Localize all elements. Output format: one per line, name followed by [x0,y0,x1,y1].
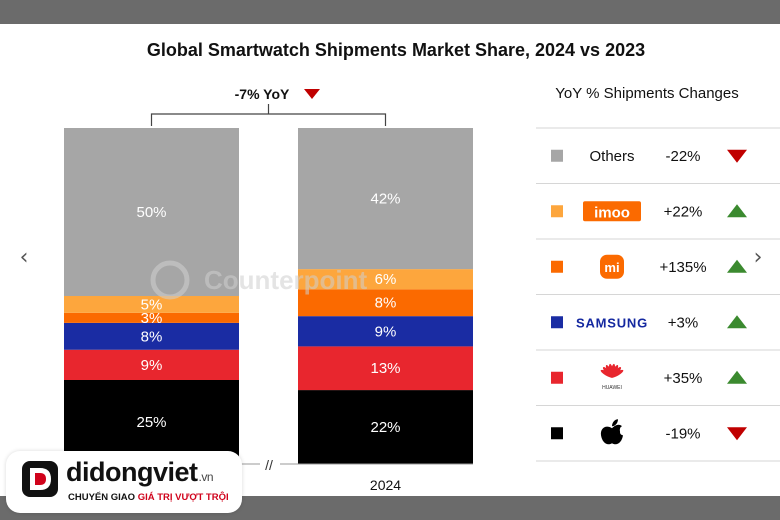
legend-change-others: -22% [665,148,700,165]
huawei-logo-icon [600,363,624,378]
watermark-logo-icon [150,260,190,300]
label-2023-apple: 25% [136,414,166,431]
label-2023-imoo: 5% [141,296,163,313]
legend-name-huawei: HUAWEI [602,385,622,391]
legend-title: YoY % Shipments Changes [555,85,738,102]
legend-name-others: Others [589,148,634,165]
top-frame-bar [0,0,780,24]
bar-2024-imoo[interactable] [298,269,473,290]
watermark-text: Counterpoint [204,265,368,295]
label-2023-huawei: 9% [141,357,163,374]
legend-name-samsung: SAMSUNG [576,315,648,330]
next-slide-arrow[interactable]: › [753,245,763,270]
legend-row-others[interactable]: Others -22% [536,148,780,184]
samsung-up-arrow-icon [727,315,747,329]
chart-title: Global Smartwatch Shipments Market Share… [147,40,645,60]
bar-2024-apple[interactable] [298,390,473,464]
legend-swatch-xiaomi [551,260,563,273]
legend-row-huawei[interactable]: HUAWEI +35% [536,363,780,406]
imoo-logo-icon [583,201,641,222]
imoo-up-arrow-icon [727,204,747,218]
legend-swatch-apple [551,427,563,440]
legend-change-apple: -19% [665,425,700,442]
bar-2024-others[interactable] [298,128,473,270]
legend-swatch-others [551,149,563,162]
bar-2024-huawei[interactable] [298,346,473,391]
yoy-down-icon [304,89,320,99]
legend-row-imoo[interactable]: imoo +22% [536,201,780,240]
label-2023-samsung: 8% [141,328,163,345]
bar-2023-others[interactable] [64,128,239,296]
bar-2024-samsung[interactable] [298,316,473,347]
label-2024-huawei: 13% [370,360,400,377]
others-down-arrow-icon [727,149,747,163]
bar-2023-imoo[interactable] [64,296,239,313]
apple-logo-icon [600,419,626,445]
legend-change-imoo: +22% [664,203,703,220]
apple-down-arrow-icon [727,427,747,441]
legend-name-xiaomi: mi [604,260,619,275]
legend: YoY % Shipments Changes Others -22% imoo +22… [536,85,780,462]
label-2023-xiaomi: 3% [141,310,163,327]
bar-2023-huawei[interactable] [64,349,239,380]
category-label-2024: 2024 [370,477,401,493]
legend-name-imoo: imoo [594,204,630,221]
axis-break-mark: // [265,457,273,473]
annotations: Global Smartwatch Shipments Market Share… [64,40,645,493]
legend-row-samsung[interactable]: SAMSUNG +3% [536,314,780,351]
legend-change-xiaomi: +135% [659,259,706,276]
watermark: Counterpoint [150,260,368,300]
legend-row-apple[interactable]: -19% [536,419,780,462]
label-2024-imoo: 6% [375,271,397,288]
brand-name: didongviet.vn [66,457,214,487]
legend-swatch-huawei [551,371,563,384]
label-2024-samsung: 9% [375,323,397,340]
label-2024-apple: 22% [370,419,400,436]
legend-swatch-imoo [551,205,563,218]
bar-2024-xiaomi[interactable] [298,289,473,317]
xiaomi-up-arrow-icon [727,259,747,273]
bar-2023-samsung[interactable] [64,322,239,350]
yoy-label: -7% YoY [235,86,290,102]
bars-group [64,128,473,464]
huawei-up-arrow-icon [727,370,747,384]
legend-row-xiaomi[interactable]: mi +135% [536,254,780,295]
brand-badge[interactable]: didongviet.vn CHUYỂN GIAO GIÁ TRỊ VƯỢT T… [6,451,242,513]
label-2024-others: 42% [370,191,400,208]
label-2024-xiaomi: 8% [375,295,397,312]
didongviet-logo-icon [22,461,58,497]
legend-change-samsung: +3% [668,314,698,331]
prev-slide-arrow[interactable]: ‹ [19,245,29,270]
chart-stage: Counterpoint 25% 9% 8% 3% 5% 50% 22% 13% 9% 8% 6% 42… [0,24,780,496]
label-2023-others: 50% [136,204,166,221]
xiaomi-logo-icon [600,254,624,279]
bar-2023-apple[interactable] [64,380,239,464]
segment-labels: 25%9%8%3%5%50%22%13%9%8%6%42% [136,191,400,436]
legend-swatch-samsung [551,316,563,329]
yoy-bracket [150,104,387,126]
bar-2023-xiaomi[interactable] [64,312,239,323]
legend-change-huawei: +35% [664,370,703,387]
market-share-chart: Counterpoint25%9%8%3%5%50%22%13%9%8%6%42… [64,40,780,493]
brand-tagline: CHUYỂN GIAO GIÁ TRỊ VƯỢT TRỘI [68,492,229,503]
